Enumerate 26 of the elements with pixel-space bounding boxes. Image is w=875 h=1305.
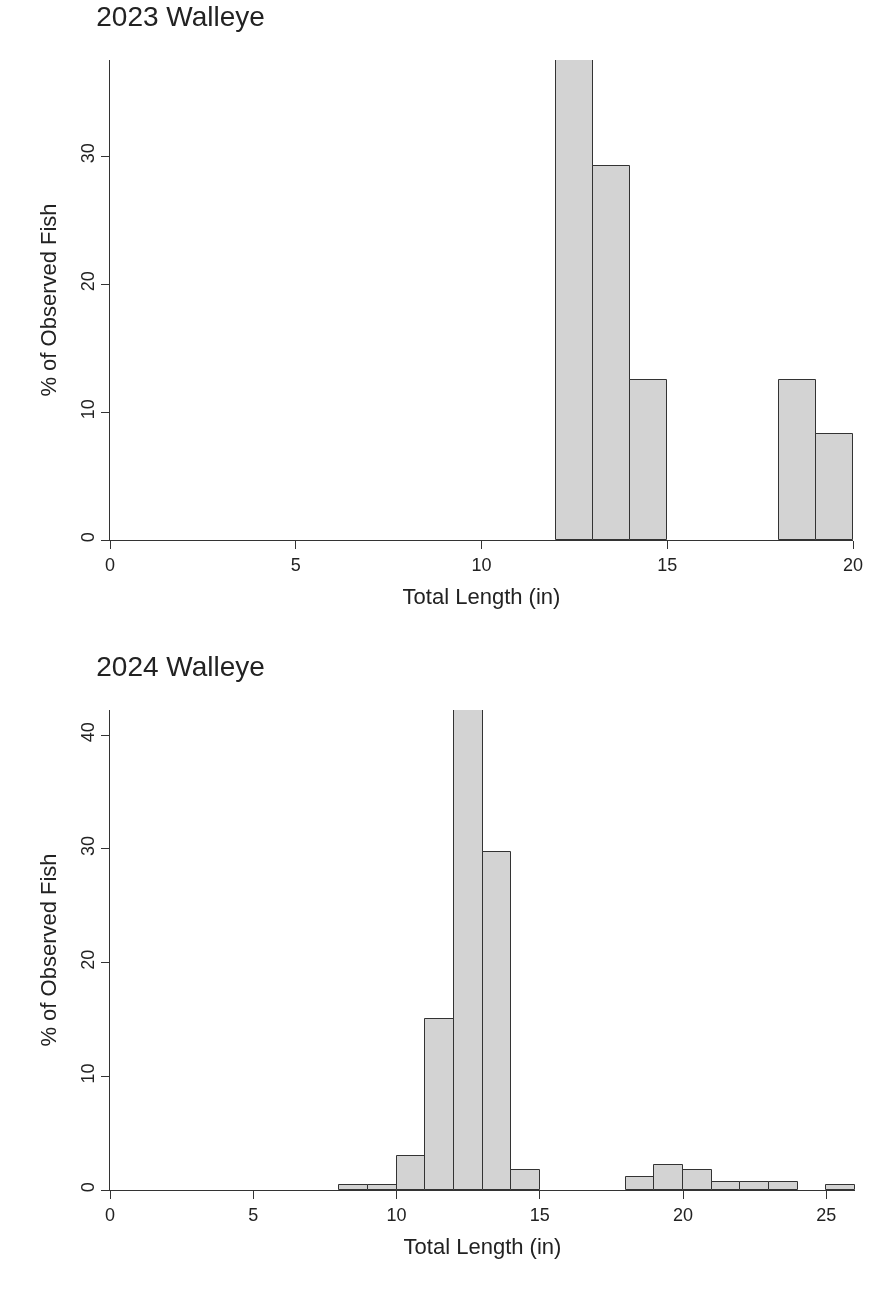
x-tick-label: 15: [657, 554, 678, 575]
x-tick-label: 25: [816, 1204, 837, 1225]
x-axis-title: Total Length (in): [403, 1234, 562, 1260]
y-axis-title: % of Observed Fish: [35, 853, 61, 1047]
y-tick-label: 30: [77, 836, 98, 857]
y-tick-label: 10: [77, 399, 98, 420]
x-tick-label: 10: [471, 554, 492, 575]
y-tick-label: 30: [77, 143, 98, 164]
chart-title: 2024 Walleye: [96, 651, 265, 683]
x-tick-label: 10: [386, 1204, 407, 1225]
y-tick-label: 10: [77, 1063, 98, 1084]
x-tick-label: 0: [104, 1204, 116, 1225]
y-tick-label: 20: [77, 949, 98, 970]
y-tick-label: 40: [77, 722, 98, 743]
x-axis-title: Total Length (in): [402, 584, 561, 610]
x-tick-label: 15: [529, 1204, 550, 1225]
y-tick-label: 20: [77, 271, 98, 292]
x-tick-label: 20: [673, 1204, 694, 1225]
x-tick-label: 0: [104, 554, 116, 575]
chart-title: 2023 Walleye: [96, 1, 265, 33]
x-tick-label: 5: [248, 1204, 259, 1225]
x-tick-label: 5: [290, 554, 301, 575]
y-axis-title: % of Observed Fish: [35, 203, 61, 397]
y-tick-label: 0: [77, 1182, 98, 1193]
y-tick-label: 0: [77, 532, 98, 543]
x-tick-label: 20: [842, 554, 864, 575]
